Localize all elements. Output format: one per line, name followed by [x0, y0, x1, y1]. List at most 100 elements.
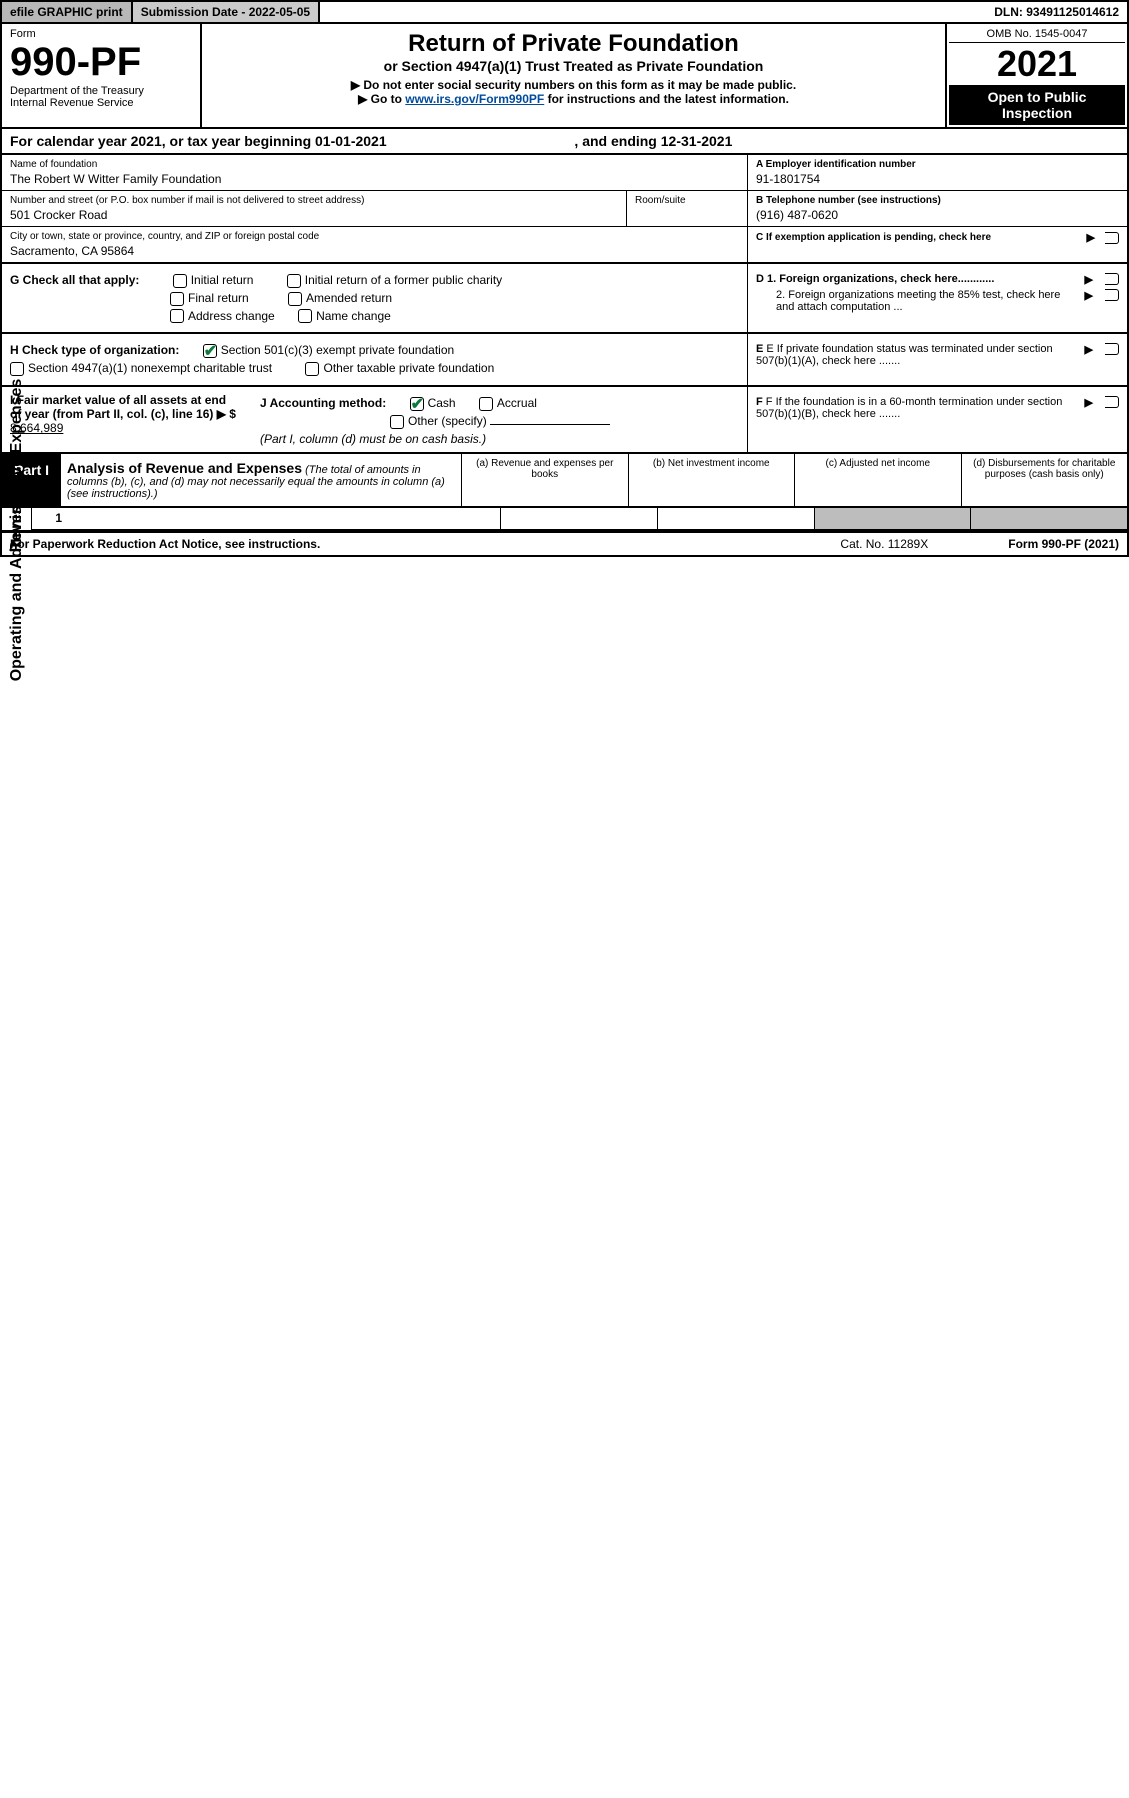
arrow-icon: ▶: [1085, 289, 1093, 302]
cell-b: [657, 508, 814, 529]
g-label: G Check all that apply:: [10, 273, 139, 287]
name-label: Name of foundation: [10, 159, 739, 170]
footer-right: Form 990-PF (2021): [1008, 537, 1119, 551]
g-amended-checkbox[interactable]: [288, 292, 302, 306]
city-label: City or town, state or province, country…: [10, 231, 739, 242]
irs-label: Internal Revenue Service: [10, 97, 192, 109]
j-accrual-checkbox[interactable]: [479, 397, 493, 411]
info-grid: Name of foundation The Robert W Witter F…: [0, 155, 1129, 264]
form-title: Return of Private Foundation: [208, 30, 939, 58]
note2-pre: ▶ Go to: [358, 92, 405, 106]
arrow-icon: ▶: [1085, 273, 1093, 286]
city-cell: City or town, state or province, country…: [2, 227, 747, 262]
g-name-change-checkbox[interactable]: [298, 309, 312, 323]
g-initial-checkbox[interactable]: [173, 274, 187, 288]
g-row: G Check all that apply: Initial return I…: [0, 264, 1129, 334]
exemption-pending-cell: C If exemption application is pending, c…: [748, 227, 1127, 248]
j-cash-checkbox[interactable]: [410, 397, 424, 411]
j-other-line: [490, 424, 610, 425]
h-501c3-checkbox[interactable]: [203, 344, 217, 358]
arrow-icon: ▶: [1085, 343, 1093, 356]
f-label: F If the foundation is in a 60-month ter…: [756, 396, 1062, 420]
f-checkbox[interactable]: [1105, 396, 1119, 408]
g-initial: Initial return: [191, 273, 254, 287]
info-right: A Employer identification number 91-1801…: [747, 155, 1127, 262]
name-value: The Robert W Witter Family Foundation: [10, 172, 739, 186]
cal-begin: 01-01-2021: [315, 133, 387, 149]
ein-value: 91-1801754: [756, 172, 1119, 186]
info-left: Name of foundation The Robert W Witter F…: [2, 155, 747, 262]
dept-label: Department of the Treasury: [10, 85, 192, 97]
form-header: Form 990-PF Department of the Treasury I…: [0, 24, 1129, 129]
form-subtitle: or Section 4947(a)(1) Trust Treated as P…: [208, 58, 939, 74]
c-label: C If exemption application is pending, c…: [756, 232, 1081, 243]
h-row: H Check type of organization: Section 50…: [0, 334, 1129, 387]
cell-d: [970, 508, 1127, 529]
addr-label: Number and street (or P.O. box number if…: [10, 195, 618, 206]
d1-label: D 1. Foreign organizations, check here..…: [756, 273, 994, 285]
table-row: 1: [32, 508, 1127, 530]
d2-label: 2. Foreign organizations meeting the 85%…: [756, 289, 1077, 313]
i-arrow: ▶ $: [217, 407, 236, 421]
i-label: I Fair market value of all assets at end…: [10, 393, 226, 421]
j-cash: Cash: [428, 396, 456, 410]
calendar-year-row: For calendar year 2021, or tax year begi…: [0, 129, 1129, 155]
col-c-head: (c) Adjusted net income: [794, 454, 961, 506]
g-initial-former: Initial return of a former public charit…: [305, 273, 502, 287]
h-4947-checkbox[interactable]: [10, 362, 24, 376]
cal-end: 12-31-2021: [661, 133, 733, 149]
ein-label: A Employer identification number: [756, 159, 1119, 170]
room-label: Room/suite: [635, 195, 739, 206]
note-no-ssn: ▶ Do not enter social security numbers o…: [208, 78, 939, 92]
tel-label: B Telephone number (see instructions): [756, 195, 1119, 206]
open-to-public: Open to Public Inspection: [949, 85, 1125, 125]
f-right: F F If the foundation is in a 60-month t…: [747, 387, 1127, 452]
d1-checkbox[interactable]: [1105, 273, 1119, 285]
g-initial-former-checkbox[interactable]: [287, 274, 301, 288]
top-bar: efile GRAPHIC print Submission Date - 20…: [0, 0, 1129, 24]
cal-pre: For calendar year 2021, or tax year begi…: [10, 133, 315, 149]
efile-label: efile GRAPHIC print: [2, 2, 133, 22]
note-goto: ▶ Go to www.irs.gov/Form990PF for instru…: [208, 92, 939, 106]
revenue-section: Revenue 1: [0, 508, 1129, 530]
g-addr-change-checkbox[interactable]: [170, 309, 184, 323]
form990pf-link[interactable]: www.irs.gov/Form990PF: [405, 92, 544, 106]
e-checkbox[interactable]: [1105, 343, 1119, 355]
g-left: G Check all that apply: Initial return I…: [2, 264, 747, 332]
h-other-tax-checkbox[interactable]: [305, 362, 319, 376]
cell-a: [500, 508, 657, 529]
g-final-checkbox[interactable]: [170, 292, 184, 306]
cal-mid: , and ending: [574, 133, 660, 149]
omb-number: OMB No. 1545-0047: [949, 26, 1125, 43]
ij-left: I Fair market value of all assets at end…: [2, 387, 747, 452]
form-number: 990-PF: [10, 40, 192, 85]
tel-value: (916) 487-0620: [756, 208, 1119, 222]
header-mid: Return of Private Foundation or Section …: [202, 24, 947, 127]
g-addr-change: Address change: [188, 309, 275, 323]
g-name-change: Name change: [316, 309, 391, 323]
row-desc: [66, 508, 500, 529]
footer: For Paperwork Reduction Act Notice, see …: [0, 532, 1129, 557]
d-right: D 1. Foreign organizations, check here..…: [747, 264, 1127, 332]
col-a-head: (a) Revenue and expenses per books: [461, 454, 628, 506]
submission-date: Submission Date - 2022-05-05: [133, 2, 320, 22]
revenue-rows: 1: [32, 508, 1127, 530]
g-final: Final return: [188, 291, 249, 305]
j-other: Other (specify): [408, 414, 487, 428]
col-b-head: (b) Net investment income: [628, 454, 795, 506]
h-4947: Section 4947(a)(1) nonexempt charitable …: [28, 361, 272, 375]
e-right: E E If private foundation status was ter…: [747, 334, 1127, 385]
footer-left: For Paperwork Reduction Act Notice, see …: [10, 537, 320, 551]
h-other-tax: Other taxable private foundation: [323, 361, 494, 375]
footer-mid: Cat. No. 11289X: [840, 537, 928, 551]
addr-value: 501 Crocker Road: [10, 208, 618, 222]
ij-row: I Fair market value of all assets at end…: [0, 387, 1129, 454]
c-checkbox[interactable]: [1105, 232, 1119, 244]
address-cell: Number and street (or P.O. box number if…: [2, 191, 627, 227]
j-other-checkbox[interactable]: [390, 415, 404, 429]
g-amended: Amended return: [306, 291, 392, 305]
arrow-icon: ▶: [1087, 231, 1095, 244]
h-501c3: Section 501(c)(3) exempt private foundat…: [221, 343, 454, 357]
d2-checkbox[interactable]: [1105, 289, 1119, 301]
header-right: OMB No. 1545-0047 2021 Open to Public In…: [947, 24, 1127, 127]
